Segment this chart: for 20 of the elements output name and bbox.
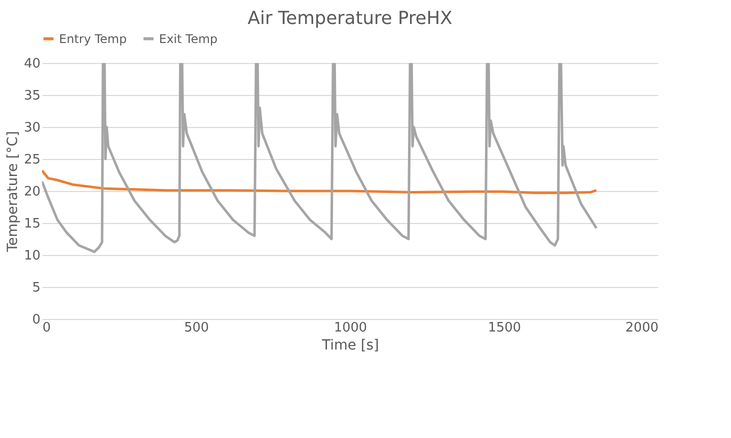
- y-tick-label: 10: [24, 248, 40, 264]
- legend-label: Entry Temp: [59, 32, 127, 46]
- x-tick-label: 500: [184, 320, 209, 336]
- chart-title: Air Temperature PreHX: [248, 8, 452, 29]
- x-axis-title: Time [s]: [321, 338, 379, 354]
- legend-label: Exit Temp: [159, 32, 218, 46]
- y-axis-title: Temperature [°C]: [4, 131, 21, 253]
- y-tick-label: 15: [24, 216, 40, 232]
- x-tick-label: 0: [42, 320, 51, 336]
- y-tick-label: 25: [24, 152, 40, 168]
- x-tick-label: 1500: [488, 320, 522, 336]
- x-tick-label: 2000: [625, 320, 658, 336]
- y-tick-label: 5: [32, 280, 40, 296]
- x-tick-label: 1000: [334, 320, 368, 336]
- line-series: [42, 169, 598, 194]
- y-tick-label: 40: [24, 56, 40, 72]
- y-tick-label: 35: [24, 88, 40, 104]
- y-tick-label: 20: [24, 184, 40, 200]
- line-series: [42, 63, 598, 254]
- y-tick-label: 30: [24, 120, 40, 136]
